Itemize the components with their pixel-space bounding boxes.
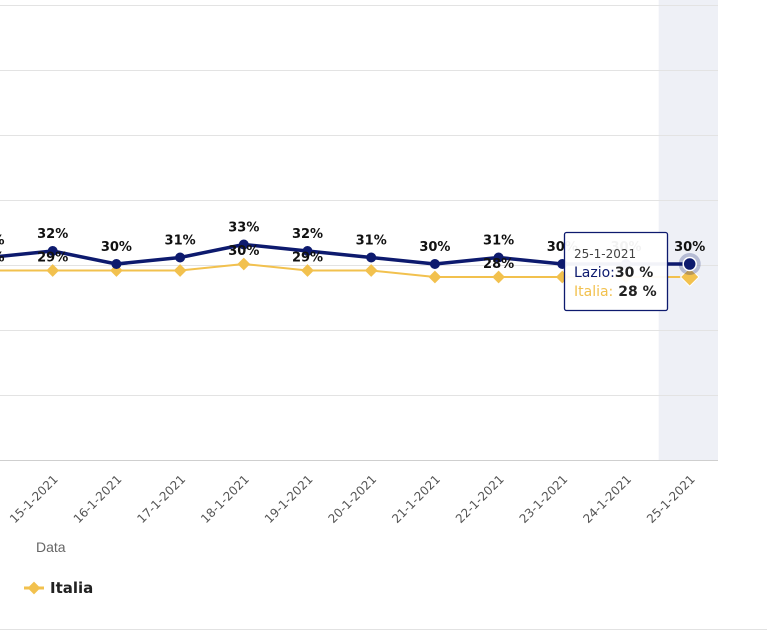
legend-marker-italia [27, 581, 41, 595]
lazio-point[interactable] [238, 239, 249, 250]
x-tick-label: 15-1-2021 [7, 472, 61, 526]
plot-background [658, 0, 718, 460]
lazio-data-label: 32% [292, 227, 323, 242]
tooltip-box [563, 231, 669, 312]
italia-data-label: 29% [0, 251, 5, 266]
x-tick-label: 18-1-2021 [198, 472, 252, 526]
x-tick-label: 19-1-2021 [262, 472, 316, 526]
x-tick-label: 16-1-2021 [71, 472, 125, 526]
legend[interactable]: Italia [24, 579, 93, 597]
tooltip: 25-1-2021 Lazio:30 % Italia: 28 % [563, 231, 669, 312]
lazio-point[interactable] [47, 246, 58, 256]
italia-data-label: 29% [37, 251, 68, 266]
lazio-point[interactable] [682, 256, 697, 272]
data-labels: 31%32%30%31%33%32%31%30%31%30%30%30%29%2… [0, 221, 705, 273]
italia-data-label: 30% [228, 244, 259, 259]
tooltip-row-italia: Italia: 28 % [574, 284, 657, 300]
x-tick-label: 25-1-2021 [644, 472, 698, 526]
x-axis-ticks: 15-1-2021 16-1-2021 17-1-2021 18-1-2021 19-1… [7, 472, 698, 526]
italia-point[interactable] [237, 257, 251, 271]
x-tick-label: 23-1-2021 [517, 472, 571, 526]
italia-point[interactable] [428, 270, 442, 284]
italia-point[interactable] [364, 264, 378, 277]
italia-point[interactable] [301, 264, 314, 277]
tooltip-value-italia: 28 % [618, 284, 656, 300]
x-tick-label: 20-1-2021 [326, 472, 380, 526]
tooltip-series-italia: Italia: [574, 284, 613, 300]
lazio-point[interactable] [111, 259, 122, 269]
lazio-data-label: 30% [674, 240, 705, 255]
italia-data-label: 29% [292, 251, 323, 266]
lazio-point[interactable] [493, 252, 504, 263]
x-tick-label: 17-1-2021 [134, 472, 188, 526]
tooltip-row-lazio: Lazio:30 % [574, 265, 653, 281]
lazio-point[interactable] [302, 246, 313, 256]
legend-label-italia[interactable]: Italia [50, 579, 93, 597]
lazio-data-label: 31% [356, 234, 387, 249]
lazio-point[interactable] [175, 252, 186, 263]
lazio-data-label: 31% [0, 234, 5, 249]
tooltip-series-lazio: Lazio: [574, 265, 615, 281]
tooltip-date: 25-1-2021 [574, 247, 636, 261]
lazio-point[interactable] [429, 259, 440, 269]
tooltip-value-lazio: 30 % [615, 265, 653, 281]
x-tick-label: 24-1-2021 [580, 472, 634, 526]
lazio-data-label: 31% [165, 234, 196, 249]
italia-data-label: 28% [483, 257, 514, 272]
lazio-data-label: 32% [37, 227, 68, 242]
x-tick-label: 21-1-2021 [389, 472, 443, 526]
italia-point[interactable] [46, 264, 60, 277]
lazio-data-label: 31% [483, 234, 514, 249]
italia-point[interactable] [679, 267, 700, 287]
x-tick-label: 22-1-2021 [453, 472, 507, 526]
lazio-point[interactable] [366, 252, 377, 263]
lazio-data-label: 30% [419, 240, 450, 255]
italia-point[interactable] [492, 270, 505, 284]
lazio-data-label: 33% [228, 221, 259, 236]
italia-point[interactable] [173, 264, 187, 277]
lazio-data-label: 30% [101, 240, 132, 255]
x-axis-title: Data [36, 539, 66, 555]
highlight-band [658, 0, 718, 460]
